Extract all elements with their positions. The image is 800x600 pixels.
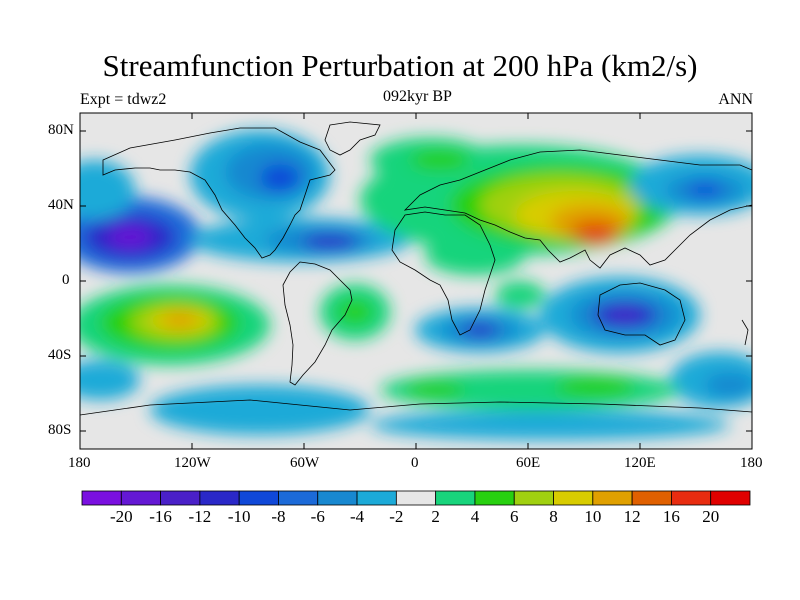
colorbar-box (513, 490, 554, 506)
lon-tick-label: 120E (624, 455, 656, 471)
colorbar-label: -10 (227, 507, 251, 526)
colorbar-box (120, 490, 161, 506)
map-title: Streamfunction Perturbation at 200 hPa (… (102, 48, 698, 83)
lat-tick-label: 80N (48, 122, 74, 138)
colorbar-label: 6 (509, 507, 519, 526)
colorbar-label: -12 (188, 507, 212, 526)
lon-tick-label: 60E (516, 455, 541, 471)
lon-tick-label: 60W (290, 455, 320, 471)
colorbar-label: 20 (702, 507, 720, 526)
field-shading (80, 113, 752, 449)
lat-tick-label: 80S (48, 422, 72, 438)
colorbar-box (592, 490, 633, 506)
colorbar-box (356, 490, 397, 506)
colorbar-label: 4 (470, 507, 480, 526)
lat-tick-label: 0 (62, 272, 70, 288)
experiment-label: Expt = tdwz2 (80, 91, 167, 108)
colorbar-label: -4 (349, 507, 365, 526)
period-label: 092kyr BP (383, 88, 452, 105)
colorbar (81, 490, 751, 506)
colorbar-label: -16 (149, 507, 172, 526)
colorbar-box (474, 490, 515, 506)
colorbar-box (671, 490, 712, 506)
colorbar-label: 10 (584, 507, 602, 526)
colorbar-box (317, 490, 358, 506)
colorbar-box (278, 490, 319, 506)
colorbar-box (435, 490, 476, 506)
colorbar-label: -2 (389, 507, 404, 526)
colorbar-label: -6 (310, 507, 325, 526)
coastlines (80, 121, 752, 416)
colorbar-label: 2 (431, 507, 440, 526)
lon-tick-label: 0 (411, 455, 419, 471)
lat-tick-label: 40N (48, 197, 74, 213)
lon-tick-label: 180 (740, 455, 763, 471)
colorbar-box (199, 490, 240, 506)
tick-marks (80, 113, 752, 449)
lon-tick-label: 120W (174, 455, 211, 471)
colorbar-label: 12 (623, 507, 641, 526)
colorbar-box (160, 490, 201, 506)
colorbar-label: -20 (109, 507, 133, 526)
colorbar-box (238, 490, 279, 506)
colorbar-box (631, 490, 672, 506)
colorbar-box (81, 490, 122, 506)
lon-tick-label: 180 (68, 455, 91, 471)
colorbar-box (553, 490, 594, 506)
lat-tick-label: 40S (48, 347, 72, 363)
colorbar-box (710, 490, 751, 506)
season-label: ANN (718, 91, 753, 108)
colorbar-label: 16 (662, 507, 680, 526)
colorbar-label: 8 (549, 507, 558, 526)
colorbar-box (395, 490, 437, 506)
colorbar-label: -8 (271, 507, 286, 526)
